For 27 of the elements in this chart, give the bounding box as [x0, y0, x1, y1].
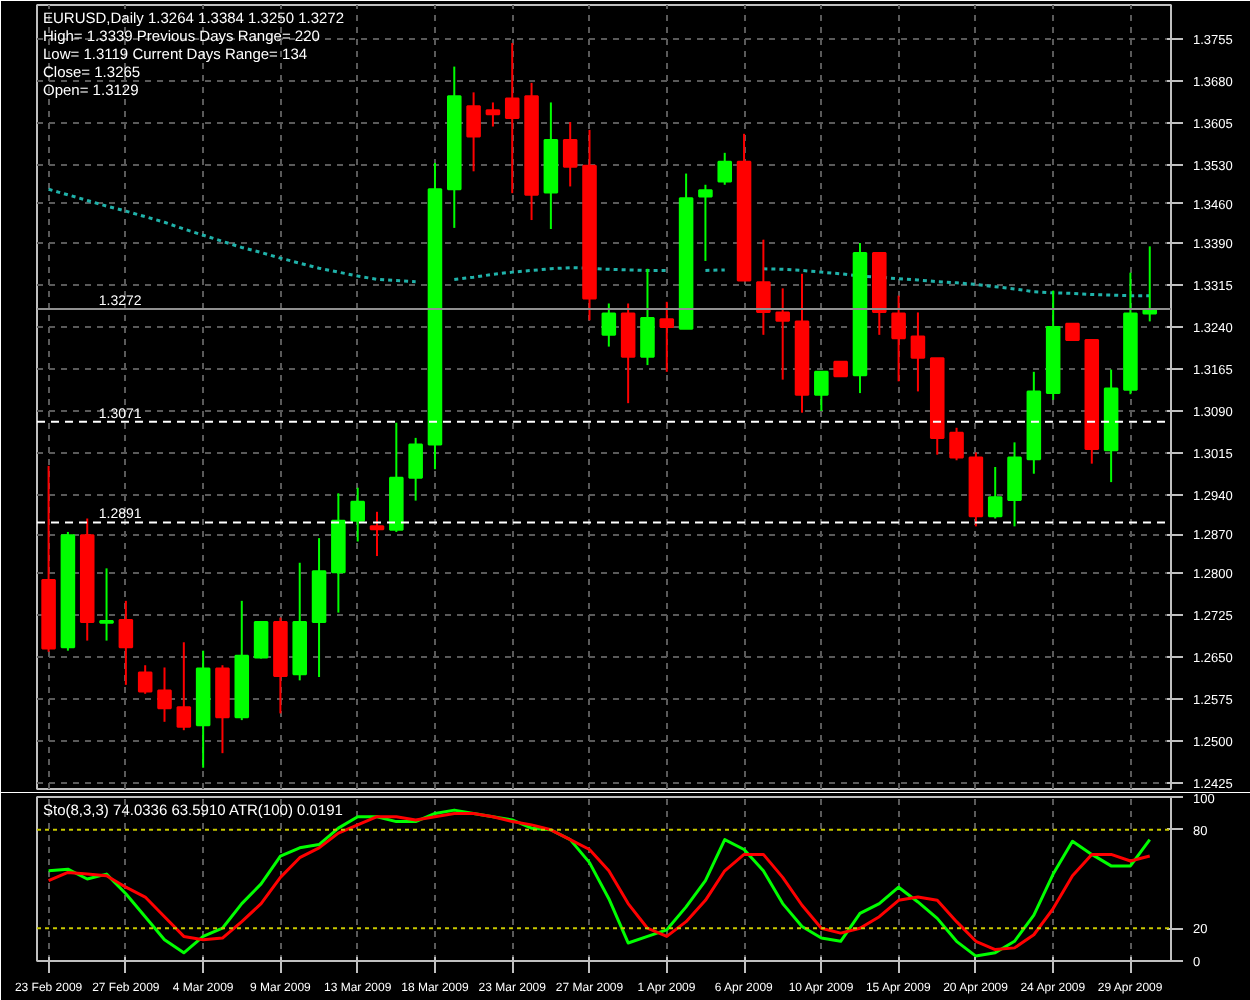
candlestick	[1007, 441, 1022, 528]
candlestick	[814, 370, 829, 412]
candlestick	[949, 426, 964, 462]
candlestick	[369, 510, 385, 558]
candlestick	[910, 311, 926, 393]
candlestick	[601, 302, 617, 348]
candlestick	[659, 300, 675, 373]
candlestick	[118, 599, 134, 686]
candlestick	[562, 121, 578, 188]
candlestick	[756, 238, 771, 336]
candlestick	[987, 466, 1003, 520]
candlestick	[137, 664, 153, 695]
candlestick	[620, 302, 636, 405]
candlestick	[717, 151, 733, 186]
candlestick	[253, 621, 269, 660]
candlestick	[485, 101, 501, 128]
candlestick	[466, 91, 481, 173]
candlestick	[350, 486, 365, 543]
candlestick	[408, 436, 423, 502]
candlestick	[157, 666, 172, 723]
candlestick	[640, 267, 655, 367]
candlestick	[176, 641, 192, 732]
candlestick	[891, 294, 906, 383]
candlestick	[99, 567, 114, 642]
candlestick	[504, 42, 520, 195]
candlestick	[698, 183, 713, 262]
candlestick	[775, 287, 790, 381]
